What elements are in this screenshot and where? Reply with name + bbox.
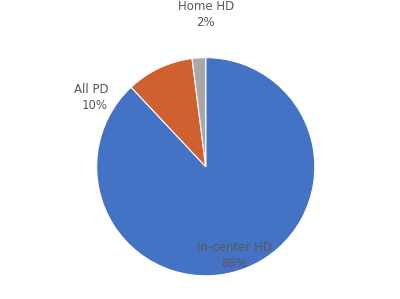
Wedge shape — [131, 59, 206, 167]
Wedge shape — [97, 58, 315, 276]
Text: All PD
10%: All PD 10% — [74, 83, 108, 112]
Text: Home HD
2%: Home HD 2% — [178, 0, 234, 29]
Text: In-center HD
88%: In-center HD 88% — [197, 241, 272, 270]
Wedge shape — [192, 58, 206, 167]
